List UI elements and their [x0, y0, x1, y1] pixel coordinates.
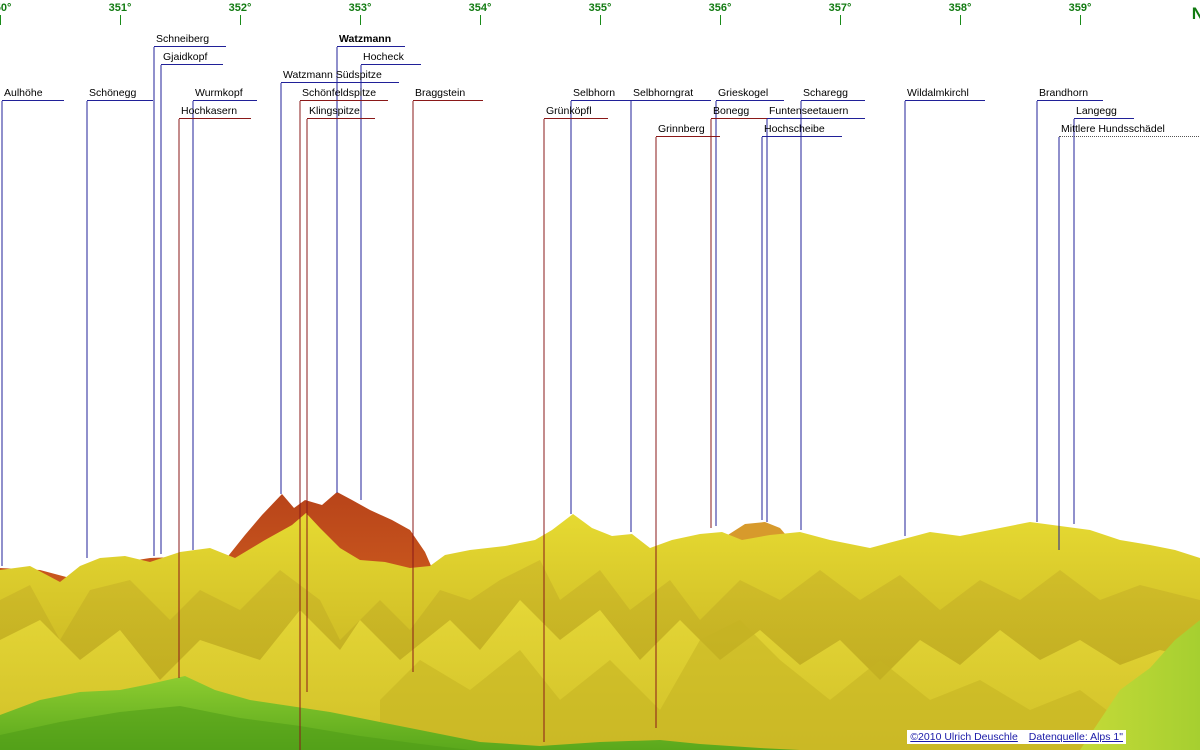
azimuth-tick: [480, 15, 481, 25]
azimuth-label: 350°: [0, 2, 12, 14]
azimuth-tick: [360, 15, 361, 25]
azimuth-label: 352°: [228, 2, 252, 14]
peak-label[interactable]: Grinnberg: [656, 123, 720, 137]
peak-label[interactable]: Hocheck: [361, 51, 421, 65]
data-source-link[interactable]: Datenquelle: Alps 1": [1028, 731, 1123, 743]
azimuth-tick: [960, 15, 961, 25]
peak-label[interactable]: Mittlere Hundsschädel: [1059, 123, 1200, 137]
peak-label[interactable]: Watzmann Südspitze: [281, 69, 399, 83]
peak-label[interactable]: Gjaidkopf: [161, 51, 223, 65]
credits-box: ©2010 Ulrich Deuschle Datenquelle: Alps …: [907, 730, 1126, 744]
azimuth-tick: [0, 15, 1, 25]
foreground-hill-shade: [0, 706, 470, 750]
peak-label[interactable]: Grieskogel: [716, 87, 784, 101]
peak-label[interactable]: Langegg: [1074, 105, 1134, 119]
peak-label[interactable]: Wildalmkirchl: [905, 87, 985, 101]
azimuth-label: 358°: [948, 2, 972, 14]
peak-label[interactable]: Grünköpfl: [544, 105, 608, 119]
peak-label[interactable]: Schneiberg: [154, 33, 226, 47]
azimuth-label: 356°: [708, 2, 732, 14]
azimuth-label: 359°: [1068, 2, 1092, 14]
north-marker: N: [1191, 4, 1200, 23]
peak-label[interactable]: Hochkasern: [179, 105, 251, 119]
right-slope: [1080, 620, 1200, 750]
peak-label[interactable]: Wurmkopf: [193, 87, 257, 101]
peak-label[interactable]: Hochscheibe: [762, 123, 842, 137]
peak-label[interactable]: Scharegg: [801, 87, 865, 101]
peak-label[interactable]: Watzmann: [337, 33, 405, 47]
peak-label[interactable]: Klingspitze: [307, 105, 375, 119]
azimuth-label: 357°: [828, 2, 852, 14]
peak-label[interactable]: Aulhöhe: [2, 87, 64, 101]
peak-label[interactable]: Schönfeldspitze: [300, 87, 388, 101]
azimuth-tick: [120, 15, 121, 25]
peak-label[interactable]: Schönegg: [87, 87, 153, 101]
peak-label[interactable]: Selbhorn: [571, 87, 631, 101]
peak-label[interactable]: Funtenseetauern: [767, 105, 865, 119]
azimuth-label: 351°: [108, 2, 132, 14]
ridge-shade-3: [380, 620, 1120, 750]
peak-label[interactable]: Bonegg: [711, 105, 767, 119]
peak-label[interactable]: Brandhorn: [1037, 87, 1103, 101]
azimuth-label: 355°: [588, 2, 612, 14]
copyright-link[interactable]: ©2010 Ulrich Deuschle: [910, 731, 1018, 743]
azimuth-tick: [1080, 15, 1081, 25]
azimuth-tick: [600, 15, 601, 25]
peak-label[interactable]: Selbhorngrat: [631, 87, 711, 101]
azimuth-label: 353°: [348, 2, 372, 14]
azimuth-label: 354°: [468, 2, 492, 14]
azimuth-tick: [240, 15, 241, 25]
peak-label[interactable]: Braggstein: [413, 87, 483, 101]
azimuth-tick: [840, 15, 841, 25]
azimuth-tick: [720, 15, 721, 25]
